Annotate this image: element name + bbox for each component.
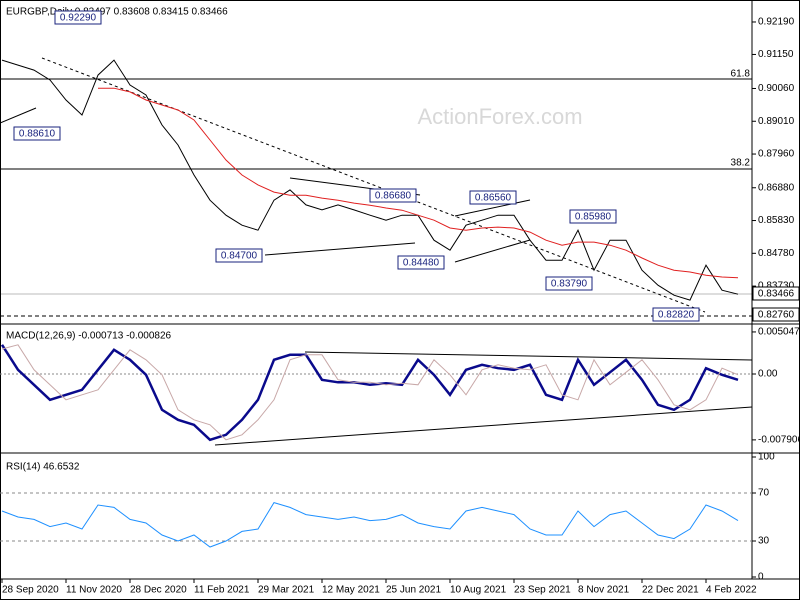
price-label: 0.88610	[19, 129, 56, 140]
series-line	[98, 87, 739, 279]
label-box	[369, 188, 417, 203]
trend-line	[304, 351, 753, 361]
watermark: ActionForex.com	[417, 104, 582, 129]
y-tick-label: 100	[758, 452, 775, 463]
label-box	[752, 286, 800, 301]
x-tick-label: 11 Feb 2021	[194, 585, 250, 596]
price-label: 0.86560	[475, 193, 512, 204]
y-tick-label: 0.90060	[758, 83, 795, 94]
panel-title: RSI(14) 46.6532	[6, 462, 80, 473]
label-box	[54, 10, 102, 25]
x-tick-label: 28 Sep 2020	[2, 585, 59, 596]
price-label: 0.82820	[658, 310, 695, 321]
level-label: 38.2	[731, 158, 751, 169]
label-box	[469, 190, 517, 205]
trend-line	[0, 107, 37, 124]
panel-title: MACD(12,26,9) -0.000713 -0.000826	[6, 331, 172, 342]
x-tick-label: 29 Mar 2021	[258, 585, 315, 596]
x-tick-label: 22 Dec 2021	[642, 585, 699, 596]
y-tick-label: 0.00	[758, 369, 778, 380]
x-tick-label: 8 Nov 2021	[578, 585, 630, 596]
label-box	[752, 307, 800, 322]
x-tick-label: 12 May 2021	[322, 585, 380, 596]
series-line	[1, 502, 739, 548]
panel-title: EURGBP,Daily 0.83497 0.83608 0.83415 0.8…	[6, 7, 228, 18]
y-tick-label: 70	[758, 488, 770, 499]
y-tick-label: 0.89010	[758, 116, 795, 127]
trend-line	[264, 242, 416, 256]
price-label: 0.85980	[575, 212, 612, 223]
x-tick-label: 4 Feb 2022	[706, 585, 757, 596]
level-label: 61.8	[731, 69, 751, 80]
label-box	[569, 209, 617, 224]
y-tick-label: 0.83730	[758, 281, 795, 292]
trend-line	[454, 239, 531, 263]
y-tick-label: 0.87960	[758, 149, 795, 160]
x-tick-label: 28 Dec 2020	[130, 585, 187, 596]
y-tick-label: 0.86880	[758, 182, 795, 193]
x-tick-label: 11 Nov 2020	[66, 585, 122, 596]
label-box	[215, 248, 263, 263]
trend-line	[214, 406, 753, 446]
trend-line	[41, 57, 706, 313]
x-tick-label: 23 Sep 2021	[514, 585, 571, 596]
y-tick-label: 0.84780	[758, 248, 795, 259]
y-tick-label: 0.005047	[758, 327, 800, 338]
trend-line	[454, 199, 531, 217]
x-tick-label: 10 Aug 2021	[450, 585, 507, 596]
y-tick-label: 30	[758, 536, 770, 547]
price-label: 0.83466	[758, 289, 795, 300]
label-box	[13, 126, 61, 141]
price-label: 0.92290	[60, 13, 97, 24]
y-tick-label: 0.92190	[758, 17, 795, 28]
price-label: 0.82760	[758, 310, 795, 321]
price-label: 0.86680	[375, 191, 412, 202]
y-tick-label: 0.91150	[758, 49, 794, 60]
series-line	[1, 344, 739, 441]
y-tick-label: 0	[758, 572, 764, 583]
x-tick-label: 25 Jun 2021	[386, 585, 441, 596]
price-label: 0.84700	[221, 251, 258, 262]
label-box	[397, 255, 445, 270]
y-tick-label: -0.007906	[758, 435, 800, 446]
price-label: 0.84480	[403, 258, 440, 269]
label-box	[652, 307, 700, 322]
label-box	[545, 276, 593, 291]
price-label: 0.83790	[551, 279, 588, 290]
y-tick-label: 0.85830	[758, 215, 795, 226]
series-line	[1, 59, 739, 301]
